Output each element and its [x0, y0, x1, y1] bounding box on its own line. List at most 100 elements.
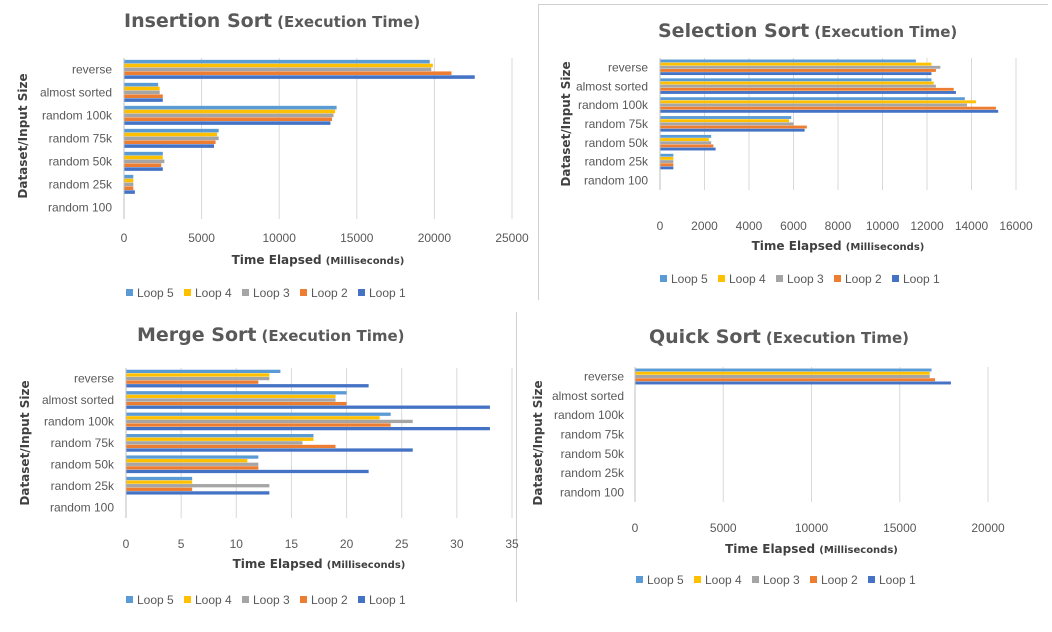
bar [660, 147, 716, 151]
bar [126, 462, 259, 466]
bar [124, 174, 134, 179]
x-tick-label: 5000 [710, 521, 737, 535]
legend-entry: Loop 1 [879, 573, 916, 587]
y-category-label: random 25k [561, 466, 625, 480]
bar [660, 160, 674, 163]
chart-title: Quick Sort (Execution Time) [649, 326, 909, 348]
bar [126, 373, 270, 377]
bar [660, 141, 712, 145]
y-category-label: random 75k [49, 132, 113, 146]
bar [126, 419, 413, 424]
bar [660, 109, 999, 113]
y-category-label: random 50k [51, 457, 115, 471]
x-tick-label: 15000 [340, 231, 374, 245]
x-tick-label: 10000 [263, 231, 297, 245]
legend-swatch [636, 576, 643, 583]
bar [660, 134, 712, 138]
panel-divider-bottom-left-vertical [516, 312, 517, 602]
bar [124, 132, 218, 137]
bar [124, 75, 475, 79]
y-category-label: reverse [608, 60, 648, 74]
legend-entry: Loop 5 [647, 573, 684, 587]
y-category-label: almost sorted [576, 79, 648, 93]
bar [126, 437, 314, 441]
y-category-label: random 100 [48, 201, 112, 215]
x-tick-label: 0 [657, 219, 664, 233]
legend-swatch [752, 576, 759, 583]
y-category-label: random 100k [42, 109, 113, 123]
legend-entry: Loop 3 [253, 286, 290, 300]
legend-swatch [358, 596, 365, 603]
bar [126, 384, 369, 388]
bar [635, 368, 932, 372]
bar [124, 90, 160, 95]
chart-plot: 0 5000 10000 15000 20000 reverse almost sorted… [531, 367, 1005, 587]
bar [126, 469, 369, 474]
y-category-label: random 100k [578, 98, 649, 112]
legend-entry: Loop 1 [369, 286, 406, 300]
legend-swatch [126, 289, 133, 296]
x-tick-label: 16000 [999, 219, 1033, 233]
bar [660, 78, 932, 82]
chart-title-subtitle: (Execution Time) [765, 329, 909, 347]
legend-entry: Loop 3 [787, 272, 824, 286]
bar [660, 103, 968, 107]
insertion-sort-chart: Insertion Sort (Execution Time) 0 5000 1000… [0, 0, 536, 310]
y-category-label: reverse [584, 370, 624, 384]
x-tick-label: 0 [121, 231, 128, 245]
x-tick-label: 8000 [825, 219, 852, 233]
bar [124, 186, 134, 190]
bar [124, 178, 134, 183]
bar [635, 378, 936, 382]
legend-swatch [810, 576, 817, 583]
bar [124, 182, 134, 187]
x-tick-label: 25000 [495, 231, 529, 245]
bar [660, 153, 674, 157]
bar [126, 434, 314, 438]
x-axis-label: Time Elapsed (Milliseconds) [233, 557, 406, 571]
y-category-label: random 100 [50, 500, 114, 514]
bar [126, 480, 193, 484]
bar [126, 448, 413, 452]
y-category-label: random 50k [49, 155, 113, 169]
y-category-label: random 75k [51, 436, 115, 450]
bar [126, 441, 303, 445]
legend-swatch [718, 275, 725, 282]
bar [124, 98, 163, 102]
bar [126, 459, 248, 463]
y-category-label: almost sorted [42, 393, 114, 407]
legend-swatch [184, 596, 191, 603]
x-tick-label: 20000 [418, 231, 452, 245]
legend-swatch [300, 596, 307, 603]
bar [126, 380, 259, 384]
legend-entry: Loop 5 [137, 593, 174, 607]
bar [124, 140, 216, 144]
chart-title: Merge Sort (Execution Time) [137, 324, 405, 346]
legend-swatch [184, 289, 191, 296]
bar [126, 412, 391, 416]
y-category-label: almost sorted [40, 86, 112, 100]
bar [126, 426, 490, 431]
selection-sort-chart: Selection Sort (Execution Time) 0 2000 4000… [540, 0, 1050, 300]
chart-plot: 0 2000 4000 6000 8000 10000 12000 14000 16000 rev… [559, 58, 1033, 286]
legend-swatch [892, 275, 899, 282]
bar [126, 466, 259, 470]
x-tick-label: 0 [123, 537, 130, 551]
x-tick-label: 20 [340, 537, 354, 551]
bar [126, 476, 193, 481]
legend-entry: Loop 3 [253, 593, 290, 607]
bar [660, 65, 941, 69]
y-category-label: random 100 [560, 485, 624, 499]
bar [126, 391, 347, 395]
x-axis-label: Time Elapsed (Milliseconds) [232, 253, 405, 267]
bar [660, 91, 956, 94]
bar [124, 105, 337, 110]
y-category-label: random 100k [44, 415, 115, 429]
x-tick-label: 10 [230, 537, 244, 551]
bar [126, 423, 391, 427]
x-tick-label: 15000 [883, 521, 917, 535]
y-axis-label: Dataset/Input Size [18, 380, 32, 505]
y-category-label: reverse [74, 372, 114, 386]
y-category-label: reverse [72, 63, 112, 77]
bar [124, 117, 332, 121]
